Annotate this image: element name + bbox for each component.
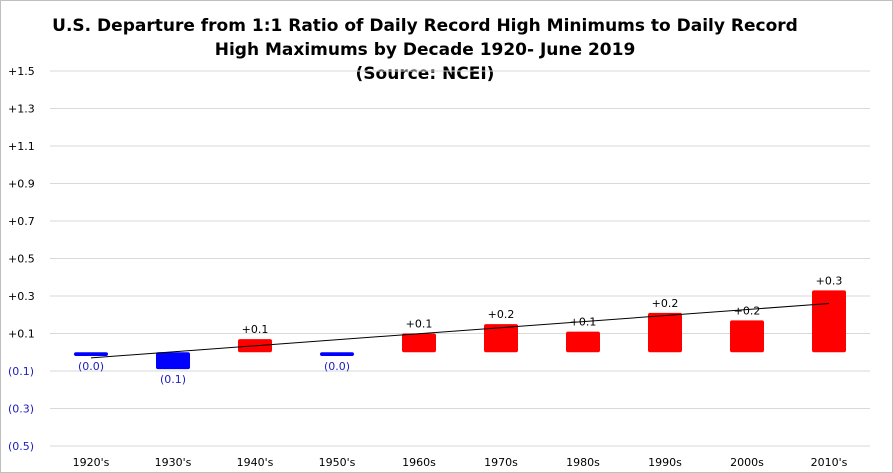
bar: [812, 290, 846, 353]
data-label: +0.3: [816, 274, 843, 287]
data-label: (0.0): [324, 360, 350, 373]
x-tick-label: 1990s: [648, 456, 682, 469]
bar: [566, 331, 600, 353]
data-label: (0.0): [78, 360, 104, 373]
y-tick-label: (0.3): [8, 403, 34, 416]
title-line-2: High Maximums by Decade 1920- June 2019: [214, 40, 636, 60]
x-tick-label: 1930's: [155, 456, 192, 469]
y-tick-label: +0.3: [8, 290, 35, 303]
trendline: [90, 303, 830, 359]
x-tick-label: 1960s: [402, 456, 436, 469]
y-tick-label: (0.1): [8, 365, 34, 378]
bar: [402, 333, 436, 353]
title-line-1: U.S. Departure from 1:1 Ratio of Daily R…: [52, 16, 798, 36]
bar: [730, 320, 764, 353]
y-tick-label: +0.5: [8, 253, 35, 266]
chart-title: U.S. Departure from 1:1 Ratio of Daily R…: [0, 14, 850, 86]
data-label: +0.1: [242, 323, 269, 336]
x-tick-label: 1950's: [319, 456, 356, 469]
bar: [74, 352, 108, 356]
data-label: +0.1: [406, 318, 433, 331]
x-tick-label: 1920's: [73, 456, 110, 469]
x-tick-label: 2000s: [730, 456, 764, 469]
y-tick-label: (0.5): [8, 440, 34, 453]
y-tick-label: +1.3: [8, 103, 35, 116]
y-tick-label: +1.1: [8, 140, 35, 153]
data-label: (0.1): [160, 373, 186, 386]
y-tick-label: +0.7: [8, 215, 35, 228]
x-tick-label: 2010's: [811, 456, 848, 469]
bar: [156, 352, 190, 370]
x-tick-label: 1940's: [237, 456, 274, 469]
bar: [648, 312, 682, 353]
y-tick-label: +0.1: [8, 328, 35, 341]
bar: [484, 324, 518, 353]
y-tick-label: +1.5: [8, 65, 35, 78]
x-tick-label: 1970s: [484, 456, 518, 469]
data-label: +0.2: [652, 297, 679, 310]
y-tick-label: +0.9: [8, 178, 35, 191]
data-label: +0.2: [488, 308, 515, 321]
title-line-3: (Source: NCEI): [355, 64, 495, 84]
x-tick-label: 1980s: [566, 456, 600, 469]
data-label: +0.2: [734, 304, 761, 317]
bar: [320, 352, 354, 356]
